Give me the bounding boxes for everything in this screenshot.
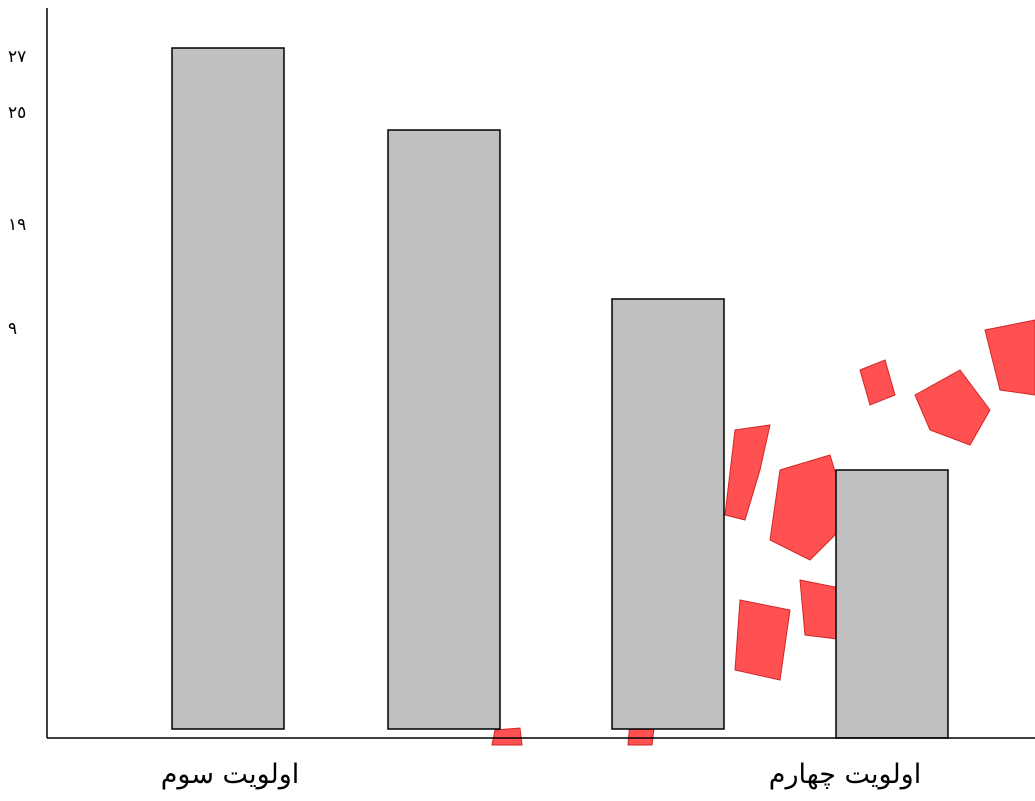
bar-2 xyxy=(387,129,501,730)
watermark-stroke-1 xyxy=(724,424,771,521)
watermark-stroke-3 xyxy=(859,359,896,406)
watermark xyxy=(491,319,1035,746)
y-tick-label-4: ٩ xyxy=(8,319,17,339)
bars xyxy=(171,47,949,739)
bar-4 xyxy=(835,469,949,739)
watermark-stroke-8 xyxy=(491,727,523,746)
watermark-stroke-2 xyxy=(769,454,851,561)
bar-1 xyxy=(171,47,285,730)
watermark-stroke-5 xyxy=(984,319,1035,396)
watermark-stroke-7 xyxy=(734,599,791,681)
category-label-2: اولویت چهارم xyxy=(769,759,921,790)
y-tick-label-3: ١٩ xyxy=(8,215,26,235)
category-label-1: اولویت سوم xyxy=(161,759,300,790)
y-tick-label-1: ٢٧ xyxy=(8,47,26,67)
watermark-stroke-4 xyxy=(914,369,991,446)
y-tick-label-2: ٢٥ xyxy=(8,103,26,123)
bar-3 xyxy=(611,298,725,730)
